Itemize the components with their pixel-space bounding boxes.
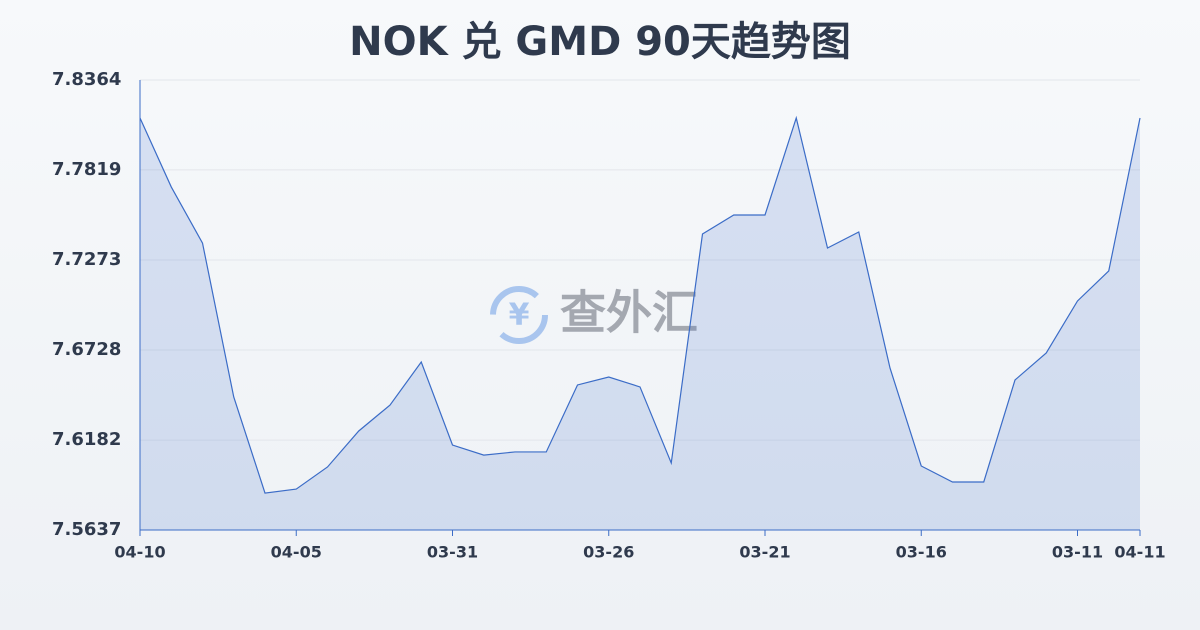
svg-text:¥: ¥ <box>509 298 530 333</box>
x-tick-label: 03-26 <box>583 543 634 562</box>
y-tick-label: 7.7273 <box>52 249 121 270</box>
x-tick-label: 04-11 <box>1114 543 1165 562</box>
area <box>140 117 1140 530</box>
x-tick-label: 04-05 <box>271 543 322 562</box>
y-tick-label: 7.6728 <box>52 339 121 360</box>
x-tick-label: 03-11 <box>1052 543 1103 562</box>
chart-title: NOK 兑 GMD 90天趋势图 <box>349 19 851 65</box>
watermark-logo: ¥ <box>490 286 548 344</box>
x-tick-label: 03-16 <box>896 543 947 562</box>
y-tick-label: 7.7819 <box>52 159 121 180</box>
x-tick-label: 04-10 <box>114 543 165 562</box>
x-tick-label: 03-21 <box>739 543 790 562</box>
y-tick-label: 7.5637 <box>52 519 121 540</box>
y-tick-label: 7.8364 <box>52 69 121 90</box>
x-tick-label: 03-31 <box>427 543 478 562</box>
line <box>139 115 1141 494</box>
watermark: 查外汇 <box>560 286 698 340</box>
y-tick-label: 7.6182 <box>52 429 121 450</box>
